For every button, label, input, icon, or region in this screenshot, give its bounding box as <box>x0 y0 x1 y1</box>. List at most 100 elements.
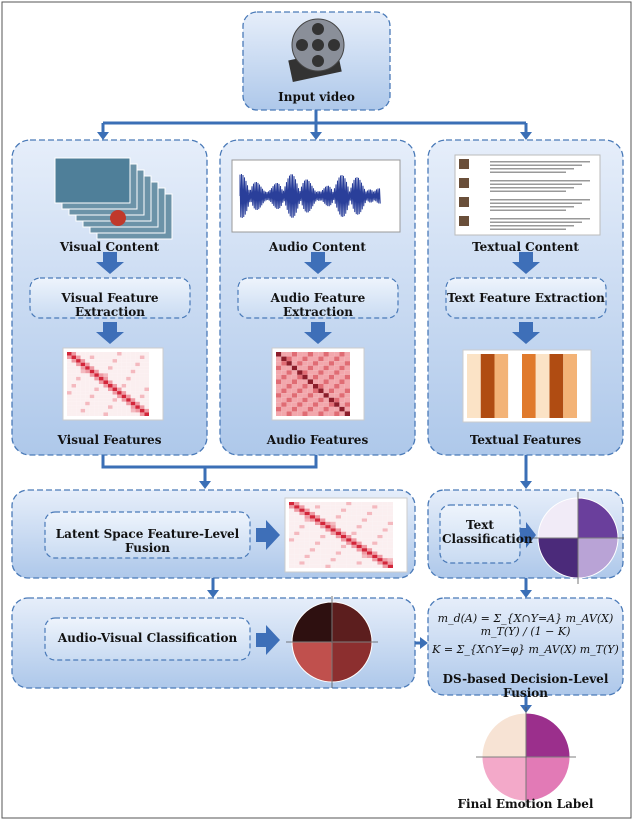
heatmap-cell <box>341 515 347 519</box>
heatmap-cell <box>289 541 295 545</box>
heatmap-cell <box>139 366 145 370</box>
heatmap-cell <box>302 402 308 407</box>
heatmap-cell <box>121 408 127 413</box>
heatmap-cell <box>309 525 315 529</box>
heatmap-cell <box>346 541 352 545</box>
heatmap-cell <box>328 370 335 375</box>
heatmap-cell <box>522 378 536 386</box>
heatmap-cell <box>71 352 77 356</box>
heatmap-cell <box>126 373 131 377</box>
heatmap-cell <box>304 515 310 519</box>
heatmap-cell <box>323 356 329 362</box>
heatmap-cell <box>356 531 362 535</box>
heatmap-cell <box>144 373 149 377</box>
output-label: Final Emotion Label <box>457 797 594 811</box>
heatmap-cell <box>313 388 319 394</box>
heatmap-cell <box>325 544 331 549</box>
heatmap-cell <box>299 531 305 535</box>
heatmap-cell <box>361 558 367 562</box>
heatmap-cell <box>299 554 305 559</box>
heatmap-cell <box>130 391 136 395</box>
heatmap-cell <box>328 384 335 389</box>
heatmap-cell <box>335 561 341 565</box>
heatmap-cell <box>71 366 77 370</box>
heatmap-cell <box>67 391 72 395</box>
heatmap-cell <box>304 518 310 522</box>
heatmap-cell <box>103 380 108 384</box>
heatmap-cell <box>563 386 577 394</box>
heatmap-cell <box>351 505 357 509</box>
heatmap-cell <box>126 408 131 413</box>
heatmap-cell <box>126 398 131 402</box>
heatmap-cell <box>294 518 300 522</box>
wheel-sector <box>291 601 333 643</box>
heatmap-cell <box>372 505 378 509</box>
heatmap-cell <box>112 401 118 406</box>
heatmap-cell <box>289 561 295 565</box>
heatmap-cell <box>281 361 287 366</box>
heatmap-cell <box>98 391 104 395</box>
heatmap-cell <box>139 387 145 392</box>
heatmap-cell <box>112 369 118 374</box>
heatmap-cell <box>315 538 321 542</box>
heatmap-cell <box>117 376 122 381</box>
heatmap-cell <box>549 378 564 386</box>
heatmap-cell <box>304 551 310 555</box>
heatmap-cell <box>144 387 149 392</box>
heatmap-cell <box>330 551 336 555</box>
heatmap-cell <box>382 508 388 512</box>
heatmap-cell <box>323 393 329 398</box>
heatmap-cell <box>480 362 495 370</box>
heatmap-cell <box>367 561 373 565</box>
heatmap-cell <box>563 410 577 418</box>
heatmap-cell <box>467 378 481 386</box>
heatmap-cell <box>80 398 86 402</box>
wheel-sector <box>331 601 373 643</box>
heatmap-cell <box>339 361 345 366</box>
heatmap-cell <box>508 362 522 370</box>
heatmap-cell <box>135 373 140 377</box>
heatmap-cell <box>294 541 300 545</box>
heatmap-cell <box>494 410 509 418</box>
heatmap-cell <box>382 502 388 506</box>
heatmap-cell <box>112 355 118 360</box>
heatmap-cell <box>71 362 77 367</box>
heatmap-cell <box>117 352 122 356</box>
heatmap-cell <box>76 387 81 392</box>
heatmap-cell <box>139 401 145 406</box>
heatmap-cell <box>103 376 108 381</box>
heatmap-cell <box>291 352 298 357</box>
heatmap-cell <box>367 544 373 549</box>
heatmap-cell <box>85 401 90 406</box>
heatmap-cell <box>522 394 536 402</box>
heatmap-cell <box>339 374 345 380</box>
heatmap-cell <box>356 508 362 512</box>
heatmap-cell <box>130 380 136 384</box>
heatmap-cell <box>108 401 113 406</box>
inner-box <box>237 277 399 319</box>
heatmap-cell <box>281 379 287 384</box>
heatmap-cell <box>117 373 122 377</box>
heatmap-cell <box>318 370 324 375</box>
heatmap-cell <box>286 374 292 380</box>
heatmap-cell <box>103 394 108 399</box>
heatmap-cell <box>276 352 282 357</box>
heatmap-cell <box>276 388 282 394</box>
heatmap-cell <box>307 402 313 407</box>
heatmap-cell <box>67 369 72 374</box>
heatmap-cell <box>281 384 287 389</box>
heatmap-cell <box>372 525 378 529</box>
heatmap-cell <box>508 354 522 362</box>
heatmap-cell <box>299 528 305 532</box>
heatmap-cell <box>297 370 303 375</box>
heatmap-cell <box>549 386 564 394</box>
heatmap-cell <box>323 384 329 389</box>
heatmap-cell <box>334 370 340 375</box>
heatmap-cell <box>351 502 357 506</box>
heatmap-cell <box>377 518 383 522</box>
heatmap-cell <box>320 511 326 516</box>
heatmap-cell <box>67 366 72 370</box>
heatmap-cell <box>367 558 373 562</box>
heatmap-cell <box>315 551 321 555</box>
audio-heatmap <box>271 347 365 421</box>
